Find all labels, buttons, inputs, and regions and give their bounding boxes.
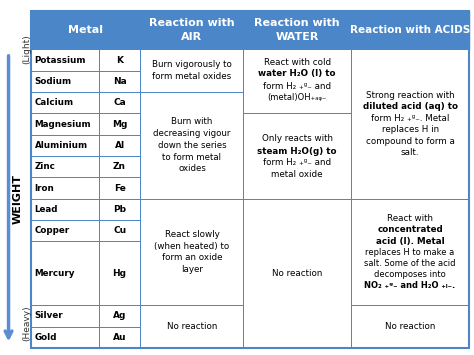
Text: (Light): (Light) bbox=[22, 34, 31, 64]
Bar bbox=[351, 11, 469, 49]
Bar bbox=[244, 199, 351, 348]
Bar bbox=[99, 199, 140, 220]
Text: Al: Al bbox=[115, 141, 125, 150]
Bar bbox=[99, 71, 140, 92]
Bar bbox=[351, 49, 469, 199]
Bar bbox=[351, 199, 469, 305]
Text: concentrated: concentrated bbox=[377, 225, 443, 234]
Text: Sodium: Sodium bbox=[35, 77, 72, 86]
Text: Cu: Cu bbox=[113, 226, 126, 235]
Bar bbox=[140, 305, 244, 348]
Text: acid (l). Metal: acid (l). Metal bbox=[376, 237, 445, 246]
Text: Burn vigorously to
form metal oxides: Burn vigorously to form metal oxides bbox=[152, 60, 232, 81]
Text: No reaction: No reaction bbox=[272, 269, 322, 278]
Bar bbox=[99, 327, 140, 348]
Text: React slowly
(when heated) to
form an oxide
layer: React slowly (when heated) to form an ox… bbox=[155, 230, 229, 274]
Bar bbox=[99, 156, 140, 178]
Text: diluted acid (aq) to: diluted acid (aq) to bbox=[363, 102, 457, 111]
Text: Lead: Lead bbox=[35, 205, 58, 214]
Bar bbox=[140, 49, 244, 92]
Text: Aluminium: Aluminium bbox=[35, 141, 88, 150]
Text: Zn: Zn bbox=[113, 162, 126, 171]
Text: Copper: Copper bbox=[35, 226, 70, 235]
Text: (Heavy): (Heavy) bbox=[22, 305, 31, 341]
Bar bbox=[140, 11, 244, 49]
Bar bbox=[244, 11, 351, 49]
Bar bbox=[31, 11, 140, 49]
Bar bbox=[99, 305, 140, 327]
Text: metal oxide: metal oxide bbox=[272, 170, 323, 179]
Text: Hg: Hg bbox=[113, 269, 127, 278]
Text: Mg: Mg bbox=[112, 120, 128, 129]
Bar bbox=[31, 156, 99, 178]
Bar bbox=[99, 92, 140, 113]
Text: Ag: Ag bbox=[113, 311, 126, 321]
Bar bbox=[99, 220, 140, 241]
Bar bbox=[31, 113, 99, 135]
Text: NO₂ ₊ᵍ₋ and H₂O ₊ₗ₋.: NO₂ ₊ᵍ₋ and H₂O ₊ₗ₋. bbox=[365, 281, 456, 290]
Text: Reaction with
WATER: Reaction with WATER bbox=[255, 18, 340, 42]
Bar bbox=[31, 178, 99, 199]
Text: Metal: Metal bbox=[68, 25, 103, 35]
Text: No reaction: No reaction bbox=[167, 322, 217, 331]
Text: (metal)OH₊ₐᵩ₋: (metal)OH₊ₐᵩ₋ bbox=[267, 93, 327, 102]
Bar bbox=[99, 49, 140, 71]
Text: Silver: Silver bbox=[35, 311, 63, 321]
Text: replaces H in: replaces H in bbox=[382, 125, 438, 134]
Bar bbox=[244, 49, 351, 113]
Bar bbox=[351, 305, 469, 348]
Bar bbox=[31, 241, 99, 305]
Bar bbox=[31, 135, 99, 156]
Bar bbox=[31, 305, 99, 327]
Text: steam H₂O(g) to: steam H₂O(g) to bbox=[257, 147, 337, 156]
Text: Na: Na bbox=[113, 77, 127, 86]
Bar bbox=[31, 49, 99, 71]
Text: form H₂ ₊ᵍ₋ and: form H₂ ₊ᵍ₋ and bbox=[263, 82, 331, 91]
Text: React with cold: React with cold bbox=[264, 58, 331, 67]
Text: Zinc: Zinc bbox=[35, 162, 55, 171]
Text: Magnesium: Magnesium bbox=[35, 120, 91, 129]
Text: Au: Au bbox=[113, 333, 127, 342]
Bar bbox=[99, 113, 140, 135]
Text: Iron: Iron bbox=[35, 184, 55, 192]
Text: Reaction with ACIDS: Reaction with ACIDS bbox=[350, 25, 470, 35]
Text: WEIGHT: WEIGHT bbox=[13, 174, 23, 224]
Bar bbox=[99, 135, 140, 156]
Text: Reaction with
AIR: Reaction with AIR bbox=[149, 18, 235, 42]
Text: decomposes into: decomposes into bbox=[374, 269, 446, 279]
Text: form H₂ ₊ᵍ₋ and: form H₂ ₊ᵍ₋ and bbox=[263, 158, 331, 167]
Bar bbox=[244, 113, 351, 199]
Bar bbox=[31, 327, 99, 348]
Bar bbox=[140, 199, 244, 305]
Bar bbox=[31, 199, 99, 220]
Bar bbox=[31, 220, 99, 241]
Text: salt. Some of the acid: salt. Some of the acid bbox=[365, 259, 456, 268]
Text: Calcium: Calcium bbox=[35, 98, 74, 107]
Bar bbox=[31, 71, 99, 92]
Bar bbox=[99, 241, 140, 305]
Text: No reaction: No reaction bbox=[385, 322, 435, 331]
Text: Only reacts with: Only reacts with bbox=[262, 134, 333, 143]
Text: Fe: Fe bbox=[114, 184, 126, 192]
Text: water H₂O (l) to: water H₂O (l) to bbox=[258, 69, 336, 78]
Text: Burn with
decreasing vigour
down the series
to form metal
oxides: Burn with decreasing vigour down the ser… bbox=[153, 117, 231, 174]
Text: Potassium: Potassium bbox=[35, 56, 86, 65]
Text: salt.: salt. bbox=[401, 148, 419, 157]
Text: K: K bbox=[116, 56, 123, 65]
Text: React with: React with bbox=[387, 214, 433, 223]
Bar bbox=[31, 92, 99, 113]
Text: Mercury: Mercury bbox=[35, 269, 75, 278]
Text: compound to form a: compound to form a bbox=[365, 137, 455, 146]
Text: Gold: Gold bbox=[35, 333, 57, 342]
Text: Ca: Ca bbox=[113, 98, 126, 107]
Text: Pb: Pb bbox=[113, 205, 126, 214]
Bar bbox=[99, 178, 140, 199]
Text: form H₂ ₊ᵍ₋. Metal: form H₂ ₊ᵍ₋. Metal bbox=[371, 114, 449, 123]
Bar bbox=[140, 92, 244, 199]
Text: replaces H to make a: replaces H to make a bbox=[365, 248, 455, 257]
Text: Strong reaction with: Strong reaction with bbox=[366, 91, 455, 100]
